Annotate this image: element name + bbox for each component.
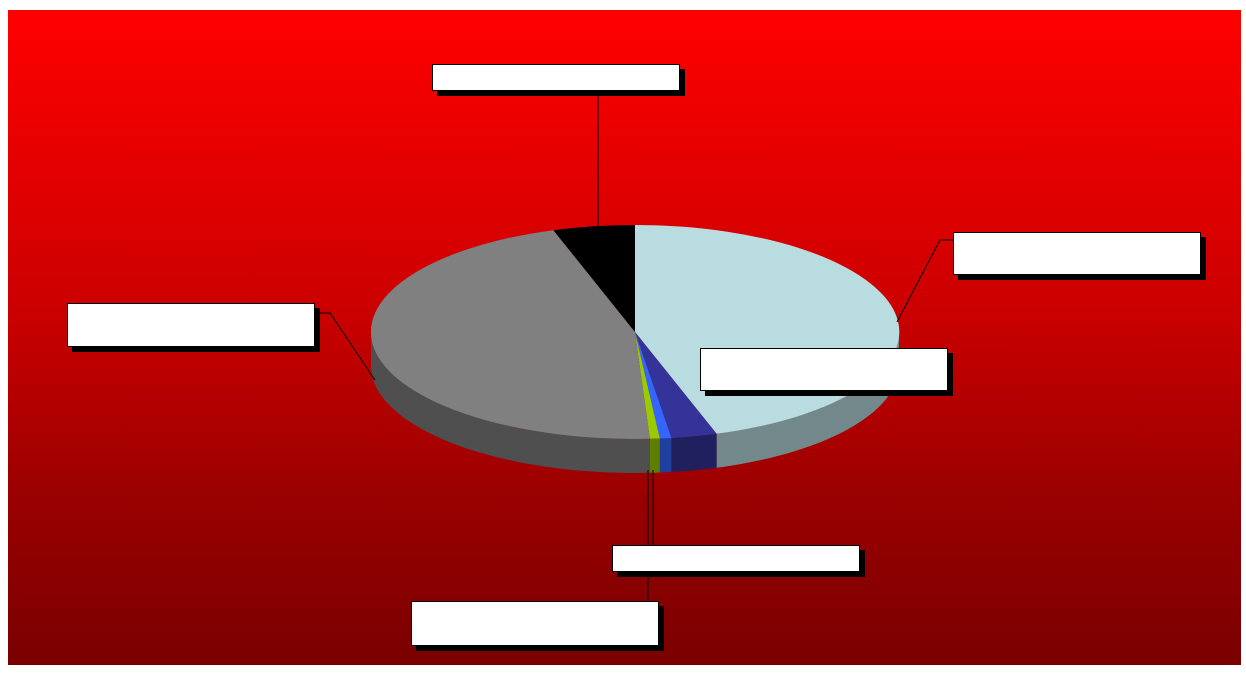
pie-side-slice-2 <box>671 433 717 472</box>
pie-side-slice-4 <box>649 438 660 473</box>
pie-slice-4 <box>635 332 660 439</box>
pie-slice-5 <box>370 230 650 439</box>
leader-lines <box>318 92 955 603</box>
pie-side-slice-5 <box>371 332 650 473</box>
leader-line-slice-1 <box>896 239 955 323</box>
pie-slice-2 <box>635 332 717 438</box>
pie-sides <box>371 332 899 473</box>
data-label-slice-6 <box>432 64 680 91</box>
data-label-slice-2 <box>700 348 948 391</box>
pie-tops <box>370 224 900 439</box>
data-label-slice-1 <box>953 232 1201 275</box>
data-label-slice-3 <box>612 545 860 572</box>
data-label-slice-4 <box>411 601 659 646</box>
data-label-slice-5 <box>67 303 315 347</box>
pie-side-slice-1 <box>716 332 899 468</box>
pie-slice-3 <box>635 332 672 439</box>
leader-line-slice-5 <box>318 312 376 381</box>
pie-slice-6 <box>553 224 635 332</box>
pie-side-slice-3 <box>659 438 672 473</box>
